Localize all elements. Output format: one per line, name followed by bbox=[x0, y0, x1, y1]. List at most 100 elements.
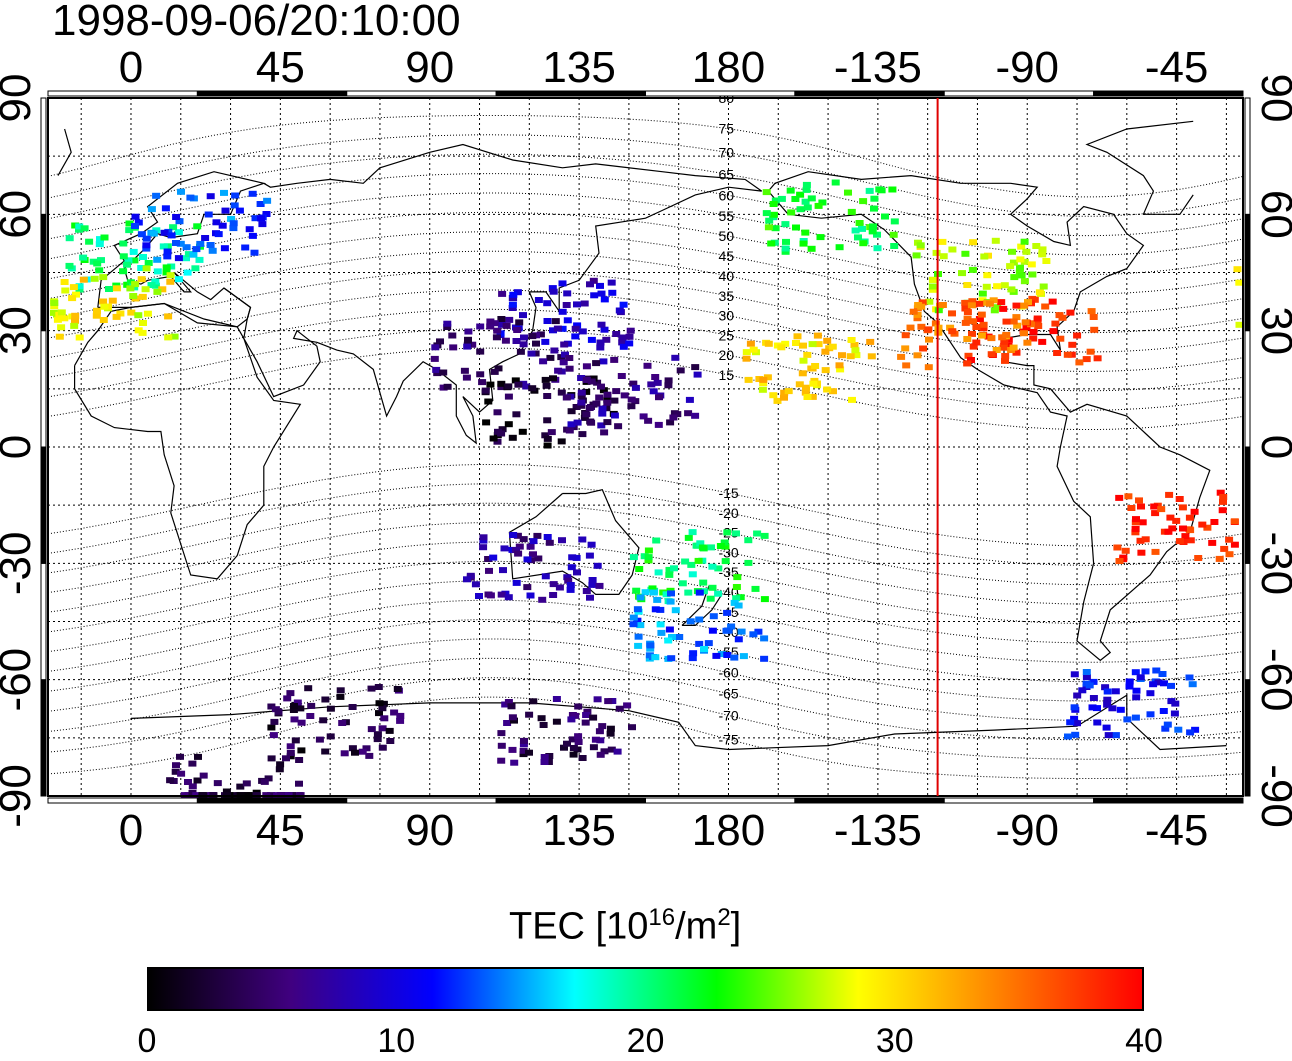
tec-cell bbox=[539, 722, 548, 728]
tec-cell bbox=[635, 566, 644, 572]
tec-cell bbox=[881, 213, 889, 220]
tec-cell bbox=[549, 581, 558, 588]
mlat-contour bbox=[47, 308, 1244, 392]
tec-cell bbox=[836, 366, 845, 373]
tec-cell bbox=[204, 211, 213, 218]
tec-cell bbox=[688, 655, 697, 662]
tec-cell bbox=[490, 368, 499, 375]
tec-cell bbox=[781, 248, 790, 255]
tec-cell bbox=[912, 252, 921, 259]
tec-world-map: 8075706560555045403530252015-15-20-25-30… bbox=[0, 43, 1292, 855]
tec-cell bbox=[829, 388, 837, 395]
tec-cell bbox=[1017, 272, 1026, 279]
tec-cell bbox=[989, 297, 998, 304]
tec-cell bbox=[631, 384, 640, 391]
tec-cell bbox=[172, 762, 180, 769]
tec-cell bbox=[925, 298, 934, 305]
tec-cell bbox=[503, 720, 512, 726]
tec-cell bbox=[598, 410, 607, 417]
tec-cell bbox=[541, 573, 550, 580]
tec-cell bbox=[375, 700, 384, 707]
tec-cell bbox=[669, 414, 678, 421]
tec-cell bbox=[595, 394, 604, 401]
tec-cell bbox=[623, 702, 632, 709]
tec-cell bbox=[644, 557, 653, 564]
tec-cell bbox=[1001, 353, 1010, 359]
frame-bar-left bbox=[40, 213, 47, 332]
tec-cell bbox=[486, 323, 495, 330]
mlat-contour bbox=[47, 347, 1244, 430]
tec-cell bbox=[993, 283, 1002, 290]
tec-cell bbox=[1179, 525, 1187, 532]
tec-cell bbox=[606, 725, 615, 732]
tec-cell bbox=[939, 253, 948, 260]
tec-cell bbox=[644, 417, 653, 424]
tec-cell bbox=[646, 645, 655, 652]
tec-cell bbox=[1203, 524, 1212, 531]
mlat-label: -20 bbox=[718, 505, 738, 521]
tec-cell bbox=[463, 343, 472, 350]
tec-cell bbox=[475, 593, 483, 599]
tec-cell bbox=[803, 394, 812, 400]
right-lat-tick-label: 0 bbox=[1252, 435, 1292, 459]
tec-cell bbox=[1012, 302, 1021, 309]
tec-cell bbox=[214, 231, 223, 238]
tec-cell bbox=[593, 696, 602, 703]
left-lat-tick-label: 60 bbox=[0, 190, 40, 239]
frame-bar-bottom bbox=[495, 797, 646, 804]
tec-cell bbox=[230, 202, 239, 209]
left-lat-tick-label: 0 bbox=[0, 435, 40, 459]
tec-cell bbox=[698, 544, 707, 551]
tec-cell bbox=[153, 256, 162, 263]
tec-cell bbox=[603, 391, 612, 398]
tec-cell bbox=[644, 554, 653, 561]
tec-cell bbox=[744, 537, 753, 544]
tec-cell bbox=[532, 340, 540, 347]
tec-cell bbox=[497, 430, 506, 437]
tec-cell bbox=[75, 283, 84, 290]
tec-cell bbox=[596, 339, 605, 346]
tec-cell bbox=[929, 276, 938, 283]
tec-cell bbox=[1058, 314, 1067, 321]
tec-cell bbox=[1103, 696, 1112, 703]
frame-bar-left bbox=[40, 446, 47, 564]
tec-cell bbox=[504, 393, 513, 400]
tec-cell bbox=[684, 534, 693, 541]
tec-cell bbox=[1235, 279, 1244, 286]
tec-cell bbox=[99, 317, 108, 323]
tec-cell bbox=[1181, 533, 1190, 540]
tec-cell bbox=[931, 320, 940, 327]
tec-cell bbox=[807, 195, 816, 202]
tec-cell bbox=[528, 333, 537, 340]
tec-cell bbox=[588, 581, 597, 588]
tec-cell bbox=[744, 376, 753, 383]
tec-cell bbox=[1111, 688, 1120, 695]
tec-cell bbox=[493, 327, 502, 334]
tec-cell bbox=[65, 235, 74, 242]
tec-cell bbox=[818, 199, 827, 206]
tec-cell bbox=[1225, 536, 1234, 543]
tec-cell bbox=[573, 419, 582, 426]
tec-cell bbox=[565, 355, 574, 361]
tec-cell bbox=[256, 201, 265, 207]
tec-cell bbox=[695, 589, 704, 596]
mlat-label: -60 bbox=[718, 665, 738, 681]
tec-cell bbox=[192, 246, 201, 253]
tec-cell bbox=[162, 269, 171, 276]
tec-cell bbox=[79, 276, 88, 283]
tec-cell bbox=[549, 375, 557, 382]
tec-cell bbox=[684, 410, 693, 417]
tec-cell bbox=[374, 684, 383, 690]
tec-cell bbox=[50, 300, 59, 306]
tec-cell bbox=[1219, 498, 1227, 505]
tec-cell bbox=[206, 242, 215, 248]
tec-cell bbox=[174, 255, 183, 262]
tec-cell bbox=[1085, 682, 1094, 689]
tec-cell bbox=[696, 540, 705, 547]
tec-cell bbox=[1038, 338, 1047, 345]
coastline bbox=[74, 302, 302, 580]
tec-cell bbox=[866, 338, 875, 345]
tec-cell bbox=[618, 334, 627, 341]
tec-cell bbox=[245, 226, 254, 233]
tec-cell bbox=[1016, 256, 1025, 263]
